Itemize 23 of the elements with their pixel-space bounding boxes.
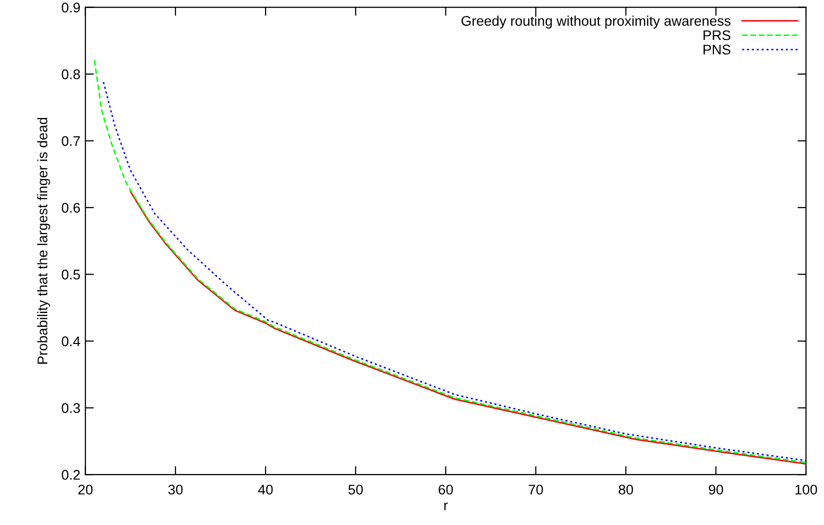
y-tick-label: 0.5 [62, 270, 80, 280]
y-tick-label: 0.8 [62, 69, 80, 80]
y-tick-label: 0.3 [62, 403, 80, 414]
y-tick-label: 0.2 [62, 470, 80, 480]
legend-label: Greedy routing without proximity awareness [462, 16, 731, 29]
y-tick-label: 0.7 [62, 136, 80, 146]
x-axis-title: r [444, 502, 448, 510]
y-axis-title: Probability that the largest finger is dead [37, 118, 50, 364]
x-tick-label: 80 [618, 484, 634, 495]
legend-label: PRS [704, 30, 730, 40]
x-tick-label: 40 [258, 484, 273, 495]
x-tick-label: 60 [438, 484, 453, 495]
legend-label: PNS [704, 44, 730, 55]
line-series [130, 190, 806, 465]
x-tick-label: 30 [168, 484, 183, 495]
x-tick-label: 70 [528, 484, 543, 495]
x-tick-label: 100 [795, 484, 818, 495]
x-tick-label: 20 [78, 484, 93, 495]
x-tick-label: 90 [708, 484, 724, 495]
y-tick-label: 0.6 [62, 202, 80, 213]
y-tick-label: 0.9 [62, 2, 80, 12]
x-tick-label: 50 [348, 484, 363, 495]
y-tick-label: 0.4 [62, 336, 80, 346]
